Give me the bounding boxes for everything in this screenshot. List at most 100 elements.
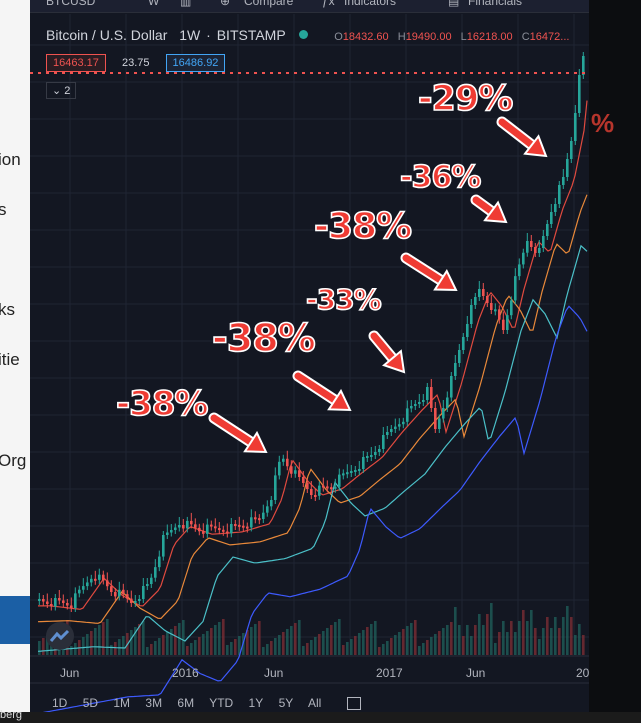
chart-panel[interactable]: BTCUSD W ▥ ⊕ Compare ƒx Indicators ▤ Fin… xyxy=(30,0,589,712)
candle-body xyxy=(534,247,537,253)
candle-body xyxy=(270,500,273,507)
candle-body xyxy=(442,408,445,419)
volume-bar xyxy=(510,621,513,655)
moving-average-line xyxy=(38,100,588,610)
range-selector: 1D 5D 1M 3M 6M YTD 1Y 5Y All xyxy=(52,696,373,711)
range-button-1d[interactable]: 1D xyxy=(52,696,68,710)
annotation-arrowhead xyxy=(433,268,458,292)
candle-body xyxy=(78,589,81,594)
background-page-fragment-bottom: berg xyxy=(0,709,641,723)
calendar-icon[interactable] xyxy=(346,697,361,711)
volume-bar xyxy=(402,629,405,655)
candle-body xyxy=(334,486,337,489)
symbol-search-button[interactable]: BTCUSD xyxy=(46,0,96,8)
range-button-3m[interactable]: 3M xyxy=(145,696,163,710)
volume-bar xyxy=(434,634,437,655)
annotation-arrowhead xyxy=(523,134,548,158)
interval-button[interactable]: W xyxy=(148,0,160,8)
candle-body xyxy=(186,520,189,529)
drawdown-annotation: -36% xyxy=(399,159,482,196)
volume-bar xyxy=(46,635,49,655)
volume-bar xyxy=(118,639,121,655)
candle-body xyxy=(58,598,61,601)
volume-bar xyxy=(550,628,553,655)
indicators-button[interactable]: Indicators xyxy=(344,0,397,8)
candle-body xyxy=(562,177,565,185)
volume-bar xyxy=(266,644,269,655)
candle-body xyxy=(410,406,413,409)
volume-bar xyxy=(342,645,345,655)
volume-bar xyxy=(382,644,385,655)
candle-body xyxy=(94,578,97,581)
candle-body xyxy=(110,586,113,592)
candle-body xyxy=(430,387,433,408)
candle-body xyxy=(206,524,209,534)
candle-body xyxy=(538,248,541,253)
compare-icon[interactable]: ⊕ xyxy=(220,0,231,8)
volume-bar xyxy=(534,628,537,655)
price-plot[interactable] xyxy=(30,0,589,712)
volume-bar xyxy=(526,621,529,655)
indicator-collapse-button[interactable]: ⌄ 2 xyxy=(46,82,77,99)
candle-body xyxy=(162,535,165,557)
candle-body xyxy=(450,376,453,398)
candle-body xyxy=(570,141,573,159)
candle-body xyxy=(342,473,345,476)
candle-body xyxy=(482,289,485,296)
candle-body xyxy=(294,470,297,474)
candle-body xyxy=(226,531,229,534)
range-button-all[interactable]: All xyxy=(307,696,322,710)
candle-body xyxy=(190,520,193,525)
candle-body xyxy=(234,524,237,526)
volume-bar xyxy=(238,636,241,655)
ask-price-badge[interactable]: 16486.92 xyxy=(165,54,226,72)
candles-icon[interactable]: ▥ xyxy=(180,0,192,8)
volume-bar xyxy=(114,642,117,655)
volume-bar xyxy=(494,643,497,655)
annotation-arrow xyxy=(402,254,445,284)
compare-button[interactable]: Compare xyxy=(244,0,294,8)
candle-body xyxy=(478,289,481,297)
candle-body xyxy=(490,303,493,310)
volume-bar xyxy=(230,642,233,655)
candle-body xyxy=(338,474,341,487)
volume-bar xyxy=(226,645,229,655)
volume-bar xyxy=(250,627,253,655)
candle-body xyxy=(98,574,101,580)
candle-body xyxy=(62,600,65,603)
volume-bar xyxy=(166,632,169,655)
candle-body xyxy=(250,517,253,528)
range-button-1y[interactable]: 1Y xyxy=(248,696,264,710)
candle-body xyxy=(458,350,461,363)
candle-body xyxy=(374,452,377,455)
volume-bar xyxy=(122,636,125,655)
candle-body xyxy=(394,426,397,429)
candle-body xyxy=(238,524,241,527)
volume-bar xyxy=(394,635,397,655)
candle-body xyxy=(286,458,289,467)
candle-body xyxy=(74,593,77,608)
range-button-ytd[interactable]: YTD xyxy=(209,696,234,710)
volume-bar xyxy=(262,647,265,655)
range-button-6m[interactable]: 6M xyxy=(177,696,195,710)
financials-button[interactable]: Financials xyxy=(468,0,523,8)
candle-body xyxy=(518,264,521,277)
financials-icon[interactable]: ▤ xyxy=(448,0,460,8)
volume-bar xyxy=(438,631,441,655)
candle-body xyxy=(222,529,225,532)
range-button-5y[interactable]: 5Y xyxy=(278,696,294,710)
indicators-icon[interactable]: ƒx xyxy=(322,0,335,8)
volume-bar xyxy=(270,641,273,655)
candle-body xyxy=(358,469,361,471)
volume-bar xyxy=(290,626,293,655)
bid-price-badge[interactable]: 16463.17 xyxy=(46,54,106,72)
volume-bar xyxy=(398,632,401,655)
range-button-5d[interactable]: 5D xyxy=(82,696,99,710)
range-button-1m[interactable]: 1M xyxy=(113,696,131,710)
candle-body xyxy=(346,472,349,475)
candle-body xyxy=(282,458,285,462)
volume-bar xyxy=(486,614,489,655)
volume-bar xyxy=(426,640,429,655)
candle-body xyxy=(314,495,317,497)
volume-bar xyxy=(474,625,477,655)
